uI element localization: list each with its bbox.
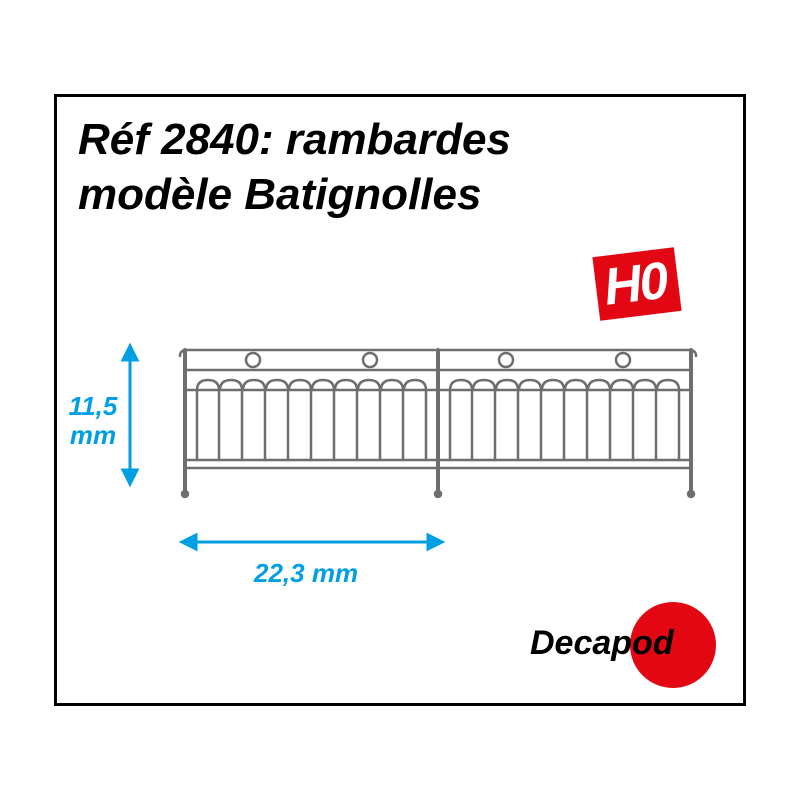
brand-text: Decapod xyxy=(530,624,674,663)
brand-logo: Decapod xyxy=(530,584,730,694)
height-dimension-label: 11,5mm xyxy=(66,392,120,449)
width-dimension-label: 22,3 mm xyxy=(254,558,358,589)
title: Réf 2840: rambardes modèle Batignolles xyxy=(78,112,511,222)
title-line1: Réf 2840: rambardes xyxy=(78,115,511,164)
height-dim-value: 11,5mm xyxy=(69,391,118,450)
scale-badge: H0 xyxy=(592,247,682,321)
scale-badge-text: H0 xyxy=(592,247,682,321)
title-line2: modèle Batignolles xyxy=(78,170,481,219)
railing-diagram xyxy=(175,342,710,522)
width-arrow xyxy=(176,522,448,562)
